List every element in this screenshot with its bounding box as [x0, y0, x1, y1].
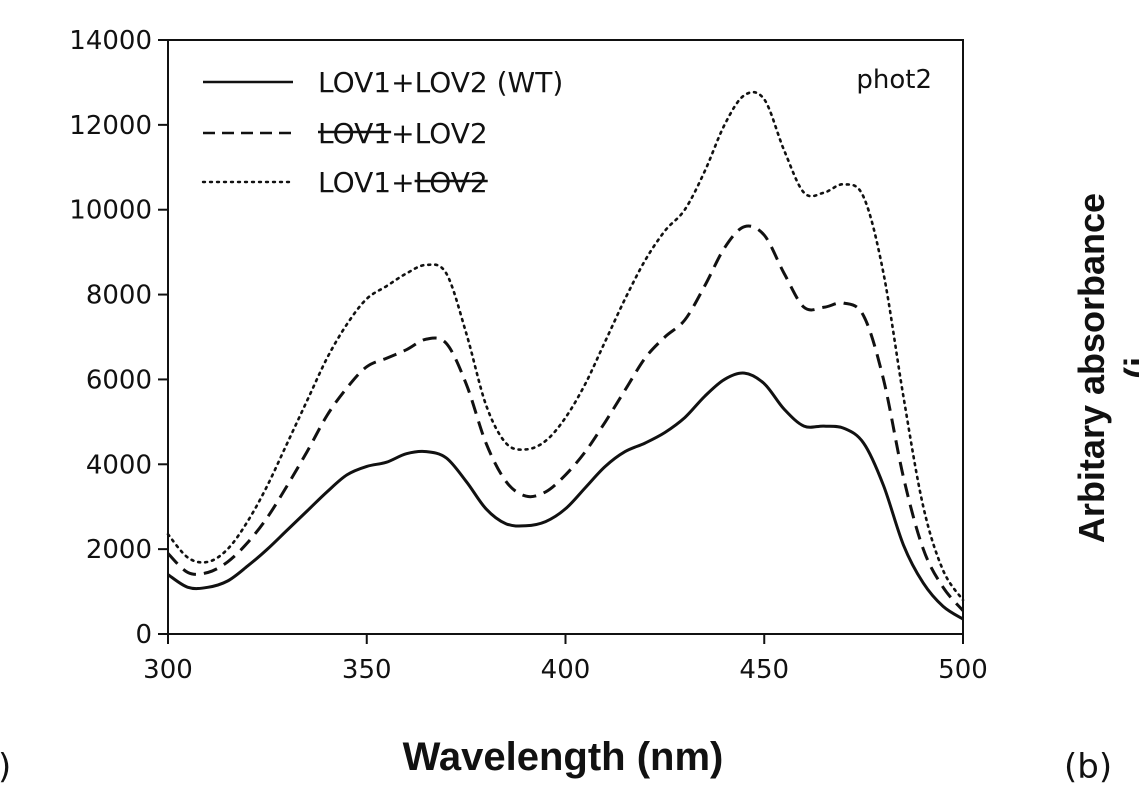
x-tick-label: 450	[739, 655, 789, 685]
y-tick-label: 14000	[69, 26, 152, 56]
legend-label-part: LOV2	[415, 117, 488, 150]
y-tick-label: 2000	[86, 535, 152, 565]
legend-label-part: (WT)	[488, 66, 564, 99]
legend-label-part: LOV2	[415, 66, 488, 99]
y-tick-label: 0	[135, 620, 152, 650]
x-tick-label: 500	[938, 655, 988, 685]
legend-label: LOV1+LOV2	[318, 117, 488, 150]
x-tick-label: 350	[342, 655, 392, 685]
legend-label: LOV1+LOV2	[318, 166, 488, 199]
series-line-dashed	[166, 224, 965, 612]
annotation-label: phot2	[856, 65, 932, 95]
series-line-dotted	[166, 90, 965, 602]
y-tick-label: 12000	[69, 111, 152, 141]
legend-label-part: LOV1	[318, 166, 391, 199]
panel-label-left: )	[0, 747, 11, 787]
y-tick-label: 8000	[86, 281, 152, 311]
series-group	[166, 90, 965, 621]
x-tick-label: 400	[541, 655, 591, 685]
right-axis-label: Arbitary absorbance	[1071, 193, 1112, 543]
legend-label-part: +	[391, 166, 414, 199]
x-tick-label: 300	[143, 655, 193, 685]
x-axis-label: Wavelength (nm)	[403, 735, 724, 779]
right-axis-sublabel: (i	[1117, 357, 1139, 379]
series-line-solid	[167, 371, 964, 621]
legend-label: LOV1+LOV2 (WT)	[318, 66, 563, 99]
y-tick-label: 4000	[86, 450, 152, 480]
y-tick-label: 10000	[69, 196, 152, 226]
legend-label-part: LOV1	[318, 117, 391, 150]
x-axis-ticks: 300 350 400 450 500	[143, 634, 988, 685]
plot-frame	[167, 39, 964, 635]
legend-label-part: +	[391, 66, 414, 99]
legend-label-part: LOV1	[318, 66, 391, 99]
y-tick-label: 6000	[86, 365, 152, 395]
legend-label-part: +	[391, 117, 414, 150]
y-axis-ticks: 0 2000 4000 6000 8000 10000 12000 14000	[69, 26, 168, 650]
legend-label-part: LOV2	[415, 166, 488, 199]
panel-label-b: (b)	[1064, 747, 1112, 787]
